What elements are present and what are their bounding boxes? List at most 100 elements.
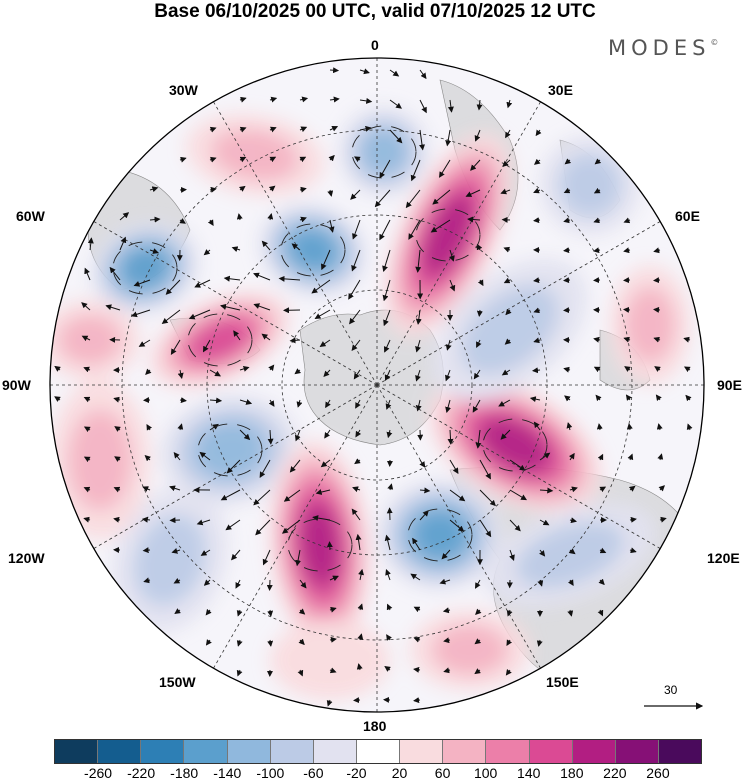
wind-vector (445, 399, 451, 414)
wind-vector (326, 699, 333, 707)
wind-vector (220, 489, 241, 501)
wind-vector (415, 339, 421, 353)
wind-vector (351, 249, 361, 272)
wind-vector (599, 547, 607, 554)
wind-vector (205, 608, 212, 616)
wind-vector (473, 369, 481, 380)
wind-vector (357, 633, 364, 641)
wind-vector (296, 399, 303, 408)
wind-vector (320, 459, 331, 468)
wind-vector (506, 639, 513, 647)
streamline-loop (187, 313, 253, 367)
wind-vector (281, 519, 301, 534)
wind-vector (294, 429, 301, 442)
wind-vector (415, 309, 422, 325)
wind-vector (299, 96, 309, 103)
colorbar-tick-label: 140 (517, 765, 541, 781)
wind-vector (199, 451, 211, 461)
wind-vector (133, 279, 151, 287)
label-90e: 90E (717, 377, 742, 393)
wind-vector (278, 275, 301, 282)
wind-vector (415, 369, 421, 382)
wind-vector-layer (54, 67, 693, 707)
wind-vector (146, 423, 153, 431)
wind-vector (312, 515, 331, 521)
wind-vector (299, 126, 308, 133)
wind-vector (476, 243, 483, 251)
meridian-line (376, 384, 661, 549)
wind-vector (568, 452, 575, 461)
wind-vector (623, 217, 631, 224)
wind-vector (506, 609, 513, 617)
colorbar-tick-label: 260 (646, 765, 670, 781)
wind-vector (593, 187, 601, 194)
wind-vector (386, 429, 393, 439)
wind-vector (599, 486, 607, 493)
wind-vector (239, 429, 251, 441)
wind-vector (405, 189, 421, 209)
label-30w: 30W (169, 82, 198, 98)
wind-vector (231, 246, 241, 253)
wind-vector (593, 247, 601, 254)
wind-vector (379, 159, 391, 179)
wind-vector (439, 578, 451, 585)
wind-vector (299, 156, 307, 163)
wind-vector (358, 568, 365, 581)
wind-vector (81, 335, 91, 342)
wind-vector (209, 156, 217, 163)
wind-vector (261, 240, 271, 251)
wind-vector (283, 489, 301, 502)
wind-vector (623, 336, 631, 343)
wind-vector (479, 519, 492, 538)
wind-vector (355, 533, 362, 551)
wind-vector (239, 399, 253, 405)
anomaly-contour (432, 625, 508, 675)
colorbar-box (529, 740, 573, 763)
wind-vector (503, 277, 511, 284)
wind-vector (205, 639, 212, 646)
streamline-loop (197, 423, 263, 477)
wind-vector (268, 399, 275, 407)
colorbar-tick-label: -100 (256, 765, 285, 781)
wind-vector (231, 549, 241, 561)
label-180: 180 (363, 718, 387, 734)
wind-vector (203, 249, 211, 256)
anomaly-contour (516, 522, 624, 588)
wind-vector (177, 423, 184, 431)
wind-vector (626, 423, 633, 431)
wind-vector (351, 339, 361, 351)
wind-vector (325, 399, 331, 409)
wind-vector (267, 429, 274, 445)
wind-vector (479, 459, 491, 480)
wind-vector (432, 189, 451, 205)
wind-vector (319, 339, 331, 347)
colorbar-box (227, 740, 271, 763)
wind-vector (239, 126, 247, 133)
wind-vector (253, 303, 271, 311)
colorbar-box (98, 740, 142, 763)
wind-vector (445, 369, 451, 382)
wind-vector (627, 453, 634, 461)
wind-vector (419, 459, 426, 468)
colorbar-box (141, 740, 185, 763)
wind-vector (253, 489, 271, 506)
wind-vector (384, 369, 391, 381)
wind-vector (533, 337, 541, 344)
wind-vector (329, 67, 340, 74)
wind-vector (629, 547, 637, 554)
wind-vector (449, 279, 456, 292)
wind-vector (269, 156, 277, 163)
meridian-line (93, 384, 378, 549)
streamline-loop (415, 208, 481, 262)
anomaly-contour (480, 418, 550, 472)
wind-vector (415, 399, 422, 412)
wind-vector (683, 366, 691, 373)
wind-vector (598, 578, 605, 586)
wind-vector (529, 396, 541, 403)
wind-vector (142, 486, 151, 492)
wind-vector (419, 99, 427, 114)
wind-vector (386, 634, 392, 641)
wind-vector (449, 459, 459, 475)
meridian-line (376, 221, 661, 386)
wind-vector (149, 248, 159, 254)
